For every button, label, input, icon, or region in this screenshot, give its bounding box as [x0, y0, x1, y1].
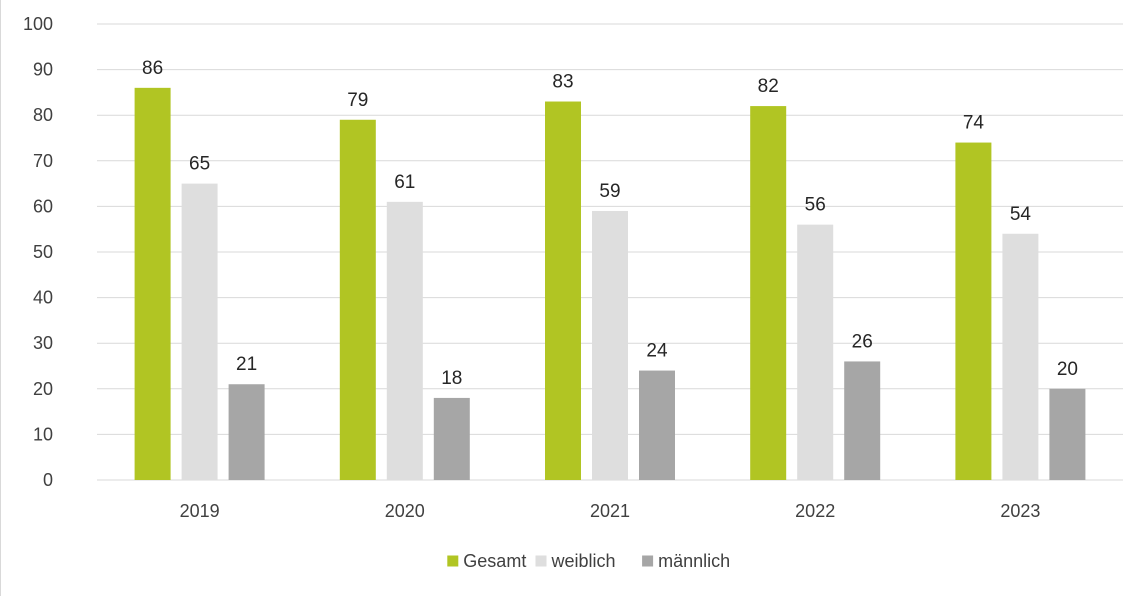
bar-weiblich-2019 [181, 183, 218, 480]
y-tick-label: 20 [33, 379, 53, 399]
x-tick-label: 2023 [1000, 501, 1040, 521]
x-tick-label: 2019 [180, 501, 220, 521]
legend-swatch [642, 555, 654, 567]
bar-gesamt-2021 [545, 101, 581, 481]
data-label: 18 [441, 368, 462, 389]
bar-weiblich-2023 [1002, 233, 1039, 480]
bar-gesamt-2020 [339, 119, 376, 480]
y-tick-label: 0 [43, 470, 53, 490]
data-label: 59 [599, 181, 620, 202]
data-label: 26 [852, 331, 873, 352]
y-tick-label: 50 [33, 242, 53, 262]
bar-m-nnlich-2022 [844, 361, 881, 480]
bar-gesamt-2023 [955, 142, 992, 480]
data-label: 20 [1057, 359, 1078, 380]
bar-m-nnlich-2020 [433, 397, 470, 480]
y-tick-label: 40 [33, 288, 53, 308]
data-label: 61 [394, 172, 415, 193]
bar-m-nnlich-2021 [639, 370, 675, 480]
legend-label: Gesamt [463, 551, 526, 571]
y-tick-label: 10 [33, 424, 53, 444]
y-tick-label: 80 [33, 105, 53, 125]
legend: Gesamt weiblich männlich [447, 551, 730, 571]
data-label: 56 [805, 195, 826, 216]
legend-swatch [447, 555, 459, 567]
bars [134, 87, 1086, 481]
y-tick-label: 70 [33, 151, 53, 171]
data-label: 54 [1010, 204, 1032, 225]
x-tick-label: 2021 [590, 501, 630, 521]
y-tick-label: 60 [33, 196, 53, 216]
y-tick-label: 90 [33, 60, 53, 80]
bar-weiblich-2020 [386, 201, 423, 480]
legend-label: weiblich [551, 551, 616, 571]
data-label: 24 [646, 341, 668, 362]
data-label: 74 [963, 113, 985, 134]
data-label: 79 [347, 90, 368, 111]
bar-gesamt-2019 [134, 87, 171, 480]
bar-weiblich-2021 [592, 210, 628, 480]
bar-weiblich-2022 [797, 224, 834, 480]
data-label: 86 [142, 58, 163, 79]
y-tick-label: 30 [33, 333, 53, 353]
data-label: 65 [189, 154, 210, 175]
data-labels: 86 65 21 79 61 18 83 59 24 82 56 26 74 54 20 [142, 58, 1078, 389]
y-tick-label: 100 [23, 14, 53, 34]
x-tick-label: 2020 [385, 501, 425, 521]
bar-m-nnlich-2023 [1049, 388, 1086, 480]
data-label: 21 [236, 354, 257, 375]
y-axis-tick-labels: 0 10 20 30 40 50 60 70 80 90 100 [23, 14, 53, 490]
bar-m-nnlich-2019 [228, 384, 265, 480]
legend-swatch [535, 555, 547, 567]
x-axis-tick-labels: 2019 2020 2021 2022 2023 [180, 501, 1041, 521]
x-tick-label: 2022 [795, 501, 835, 521]
bar-gesamt-2022 [750, 106, 787, 480]
data-label: 83 [552, 72, 573, 93]
data-label: 82 [758, 76, 779, 97]
legend-label: männlich [658, 551, 730, 571]
